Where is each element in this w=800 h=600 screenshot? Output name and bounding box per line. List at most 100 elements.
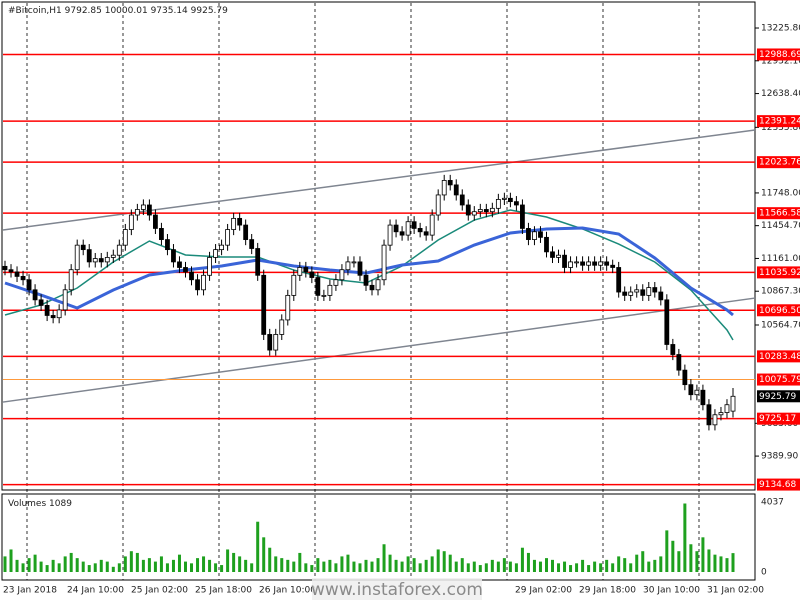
candle-body xyxy=(291,274,297,296)
candle-body xyxy=(429,214,435,236)
candle-body xyxy=(201,274,206,291)
candle-body xyxy=(520,204,525,229)
candle-body xyxy=(32,289,38,301)
candle-body xyxy=(357,261,363,276)
candle-body xyxy=(526,228,531,240)
watermark: www.instaforex.com xyxy=(311,580,483,600)
candle-body xyxy=(351,261,357,264)
candle-body xyxy=(652,287,658,293)
candle-body xyxy=(694,389,700,396)
candle-body xyxy=(495,199,501,209)
level-label: 9134.68 xyxy=(759,480,796,490)
candle-body xyxy=(381,244,387,281)
level-box xyxy=(757,48,800,61)
candle-body xyxy=(399,231,405,236)
x-tick-label: 29 Jan 02:00 xyxy=(515,586,572,596)
volume-tick-label: 0 xyxy=(761,568,767,578)
x-tick-label: 25 Jan 18:00 xyxy=(195,586,252,596)
y-tick-label: 11161.00 xyxy=(761,254,800,264)
candle-body xyxy=(441,180,447,196)
candle-body xyxy=(393,224,399,233)
level-label: 11566.58 xyxy=(759,209,800,219)
candle-body xyxy=(550,251,555,258)
candle-body xyxy=(153,214,158,229)
candle-body xyxy=(724,404,730,413)
candle-body xyxy=(489,207,495,213)
candle-body xyxy=(670,344,676,355)
candle-body xyxy=(658,291,664,301)
candle-body xyxy=(532,231,537,240)
candle-body xyxy=(345,261,351,271)
candle-body xyxy=(574,261,579,264)
candle-body xyxy=(688,384,694,396)
candle-body xyxy=(339,269,345,281)
candle-body xyxy=(646,287,652,296)
candle-body xyxy=(622,291,628,296)
candle-body xyxy=(700,389,706,406)
candle-body xyxy=(116,244,122,256)
candle-body xyxy=(417,228,423,233)
y-tick-label: 10564.70 xyxy=(761,320,800,330)
y-tick-label: 11748.00 xyxy=(761,188,800,198)
level-label: 9725.17 xyxy=(759,414,796,424)
watermark-bg xyxy=(312,578,482,600)
candle-body xyxy=(219,244,224,251)
candle-body xyxy=(375,279,381,291)
last-open: 9792.85 xyxy=(65,6,102,16)
volume-tick-label: 4037 xyxy=(761,498,784,508)
y-tick-label: 11454.70 xyxy=(761,221,800,231)
candle-body xyxy=(483,209,489,213)
candle-body xyxy=(26,279,32,291)
candle-body xyxy=(423,231,429,236)
candle-body xyxy=(62,289,68,311)
candle-body xyxy=(231,217,237,230)
candle-body xyxy=(477,209,483,213)
trendline xyxy=(2,297,756,403)
candle-body xyxy=(471,211,477,216)
candle-body xyxy=(14,271,20,277)
x-tick-label: 29 Jan 18:00 xyxy=(579,586,636,596)
candle-body xyxy=(74,244,80,271)
level-box xyxy=(757,115,800,128)
candle-body xyxy=(712,414,718,426)
candle-body xyxy=(321,294,327,297)
candle-body xyxy=(369,284,375,291)
candle-body xyxy=(303,267,309,273)
level-box xyxy=(757,350,800,363)
candle-body xyxy=(634,289,640,293)
y-tick-label: 9389.90 xyxy=(761,452,798,462)
last-close: 9925.79 xyxy=(191,6,228,16)
candle-body xyxy=(285,294,291,321)
level-label: 10283.48 xyxy=(759,352,800,362)
x-tick-label: 23 Jan 2018 xyxy=(3,586,57,596)
candle-body xyxy=(327,284,333,296)
candle-body xyxy=(134,209,140,216)
candle-body xyxy=(122,229,128,246)
volume-title: Volumes 1089 xyxy=(8,499,72,509)
x-tick-label: 30 Jan 10:00 xyxy=(643,586,700,596)
level-box xyxy=(757,412,800,425)
level-box xyxy=(757,207,800,220)
candle-body xyxy=(598,261,604,266)
y-tick-label: 10867.30 xyxy=(761,287,800,297)
candle-body xyxy=(297,267,303,276)
candle-body xyxy=(128,214,134,230)
candle-body xyxy=(507,197,513,203)
candle-body xyxy=(279,319,285,335)
candle-body xyxy=(20,276,26,281)
level-box xyxy=(757,373,800,386)
candle-body xyxy=(568,261,573,268)
candle-body xyxy=(562,254,567,268)
y-tick-label: 13225.80 xyxy=(761,24,800,34)
volume-name: Volumes xyxy=(8,499,46,509)
candle-body xyxy=(165,239,170,251)
candle-body xyxy=(453,184,459,196)
candle-body xyxy=(159,228,164,240)
candle-body xyxy=(189,271,194,281)
candle-body xyxy=(501,197,507,200)
candle-body xyxy=(80,244,86,251)
candle-body xyxy=(207,257,212,276)
candle-body xyxy=(333,279,339,286)
candle-body xyxy=(110,254,116,258)
